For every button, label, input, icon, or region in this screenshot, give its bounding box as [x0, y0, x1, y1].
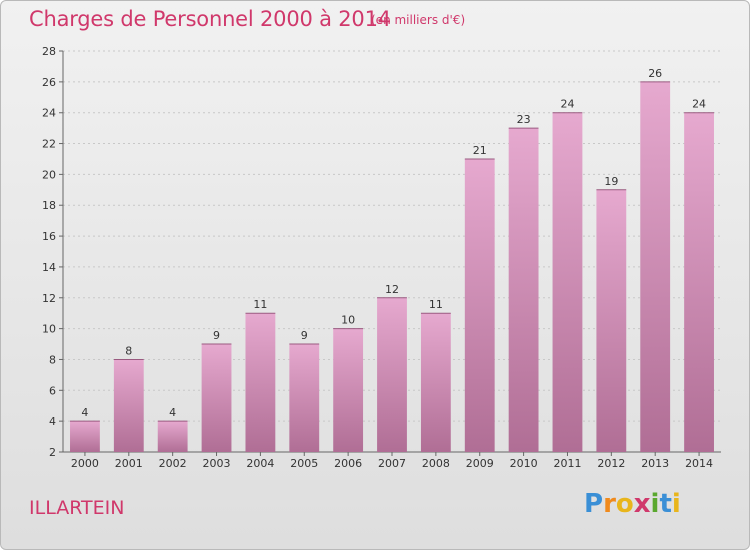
data-label: 10: [341, 314, 355, 327]
bar: [552, 112, 583, 452]
y-tick-label: 24: [42, 107, 56, 120]
x-tick-label: 2008: [422, 457, 450, 470]
bar: [245, 313, 276, 452]
logo-letter: x: [633, 489, 651, 519]
data-label: 24: [560, 98, 574, 111]
x-tick-label: 2004: [246, 457, 274, 470]
y-tick-label: 2: [49, 446, 56, 459]
logo-letter: t: [659, 489, 672, 519]
x-tick-label: 2005: [290, 457, 318, 470]
y-tick-label: 20: [42, 168, 56, 181]
x-tick-label: 2002: [159, 457, 187, 470]
y-tick-label: 8: [49, 353, 56, 366]
x-tick-label: 2007: [378, 457, 406, 470]
bar: [420, 313, 451, 452]
bar: [333, 328, 364, 452]
bar: [596, 189, 627, 453]
data-label: 24: [692, 98, 706, 111]
bar: [377, 297, 407, 452]
commune-name: ILLARTEIN: [29, 497, 125, 519]
x-tick-label: 2009: [466, 457, 494, 470]
data-label: 19: [604, 175, 618, 188]
logo-letter: P: [584, 489, 604, 519]
bar: [70, 421, 100, 452]
bar: [684, 112, 714, 452]
data-label: 21: [473, 144, 487, 157]
data-label: 8: [125, 344, 132, 357]
y-tick-label: 22: [42, 138, 56, 151]
y-tick-label: 6: [49, 384, 56, 397]
logo-letter: o: [615, 489, 634, 519]
proxiti-logo: Proxiti: [584, 489, 681, 519]
bar: [201, 344, 232, 452]
data-label: 9: [301, 329, 308, 342]
x-tick-label: 2000: [71, 457, 99, 470]
data-label: 4: [169, 406, 176, 419]
y-tick-label: 14: [42, 261, 56, 274]
x-tick-label: 2012: [597, 457, 625, 470]
data-label: 9: [213, 329, 220, 342]
x-tick-label: 2003: [203, 457, 231, 470]
data-label: 23: [517, 113, 531, 126]
data-label: 26: [648, 67, 662, 80]
x-tick-label: 2010: [510, 457, 538, 470]
y-tick-label: 16: [42, 230, 56, 243]
x-tick-label: 2001: [115, 457, 143, 470]
bar: [289, 344, 320, 452]
bar: [508, 128, 539, 452]
x-tick-label: 2014: [685, 457, 713, 470]
y-tick-label: 10: [42, 323, 56, 336]
x-tick-label: 2013: [641, 457, 669, 470]
bar: [113, 359, 144, 452]
data-label: 12: [385, 283, 399, 296]
x-tick-label: 2011: [553, 457, 581, 470]
bar: [464, 158, 495, 452]
y-tick-label: 26: [42, 76, 56, 89]
x-tick-label: 2006: [334, 457, 362, 470]
y-tick-label: 4: [49, 415, 56, 428]
y-tick-label: 28: [42, 45, 56, 58]
y-tick-label: 18: [42, 199, 56, 212]
logo-letter: i: [650, 489, 660, 519]
bar: [157, 421, 188, 452]
data-label: 4: [81, 406, 88, 419]
logo-letter: i: [671, 489, 681, 519]
data-label: 11: [253, 298, 267, 311]
data-label: 11: [429, 298, 443, 311]
bar: [640, 81, 671, 452]
logo-letter: r: [603, 489, 616, 519]
y-tick-label: 12: [42, 292, 56, 305]
chart-title: Charges de Personnel 2000 à 2014: [29, 7, 391, 31]
chart-subtitle: (en milliers d'€): [371, 13, 466, 27]
